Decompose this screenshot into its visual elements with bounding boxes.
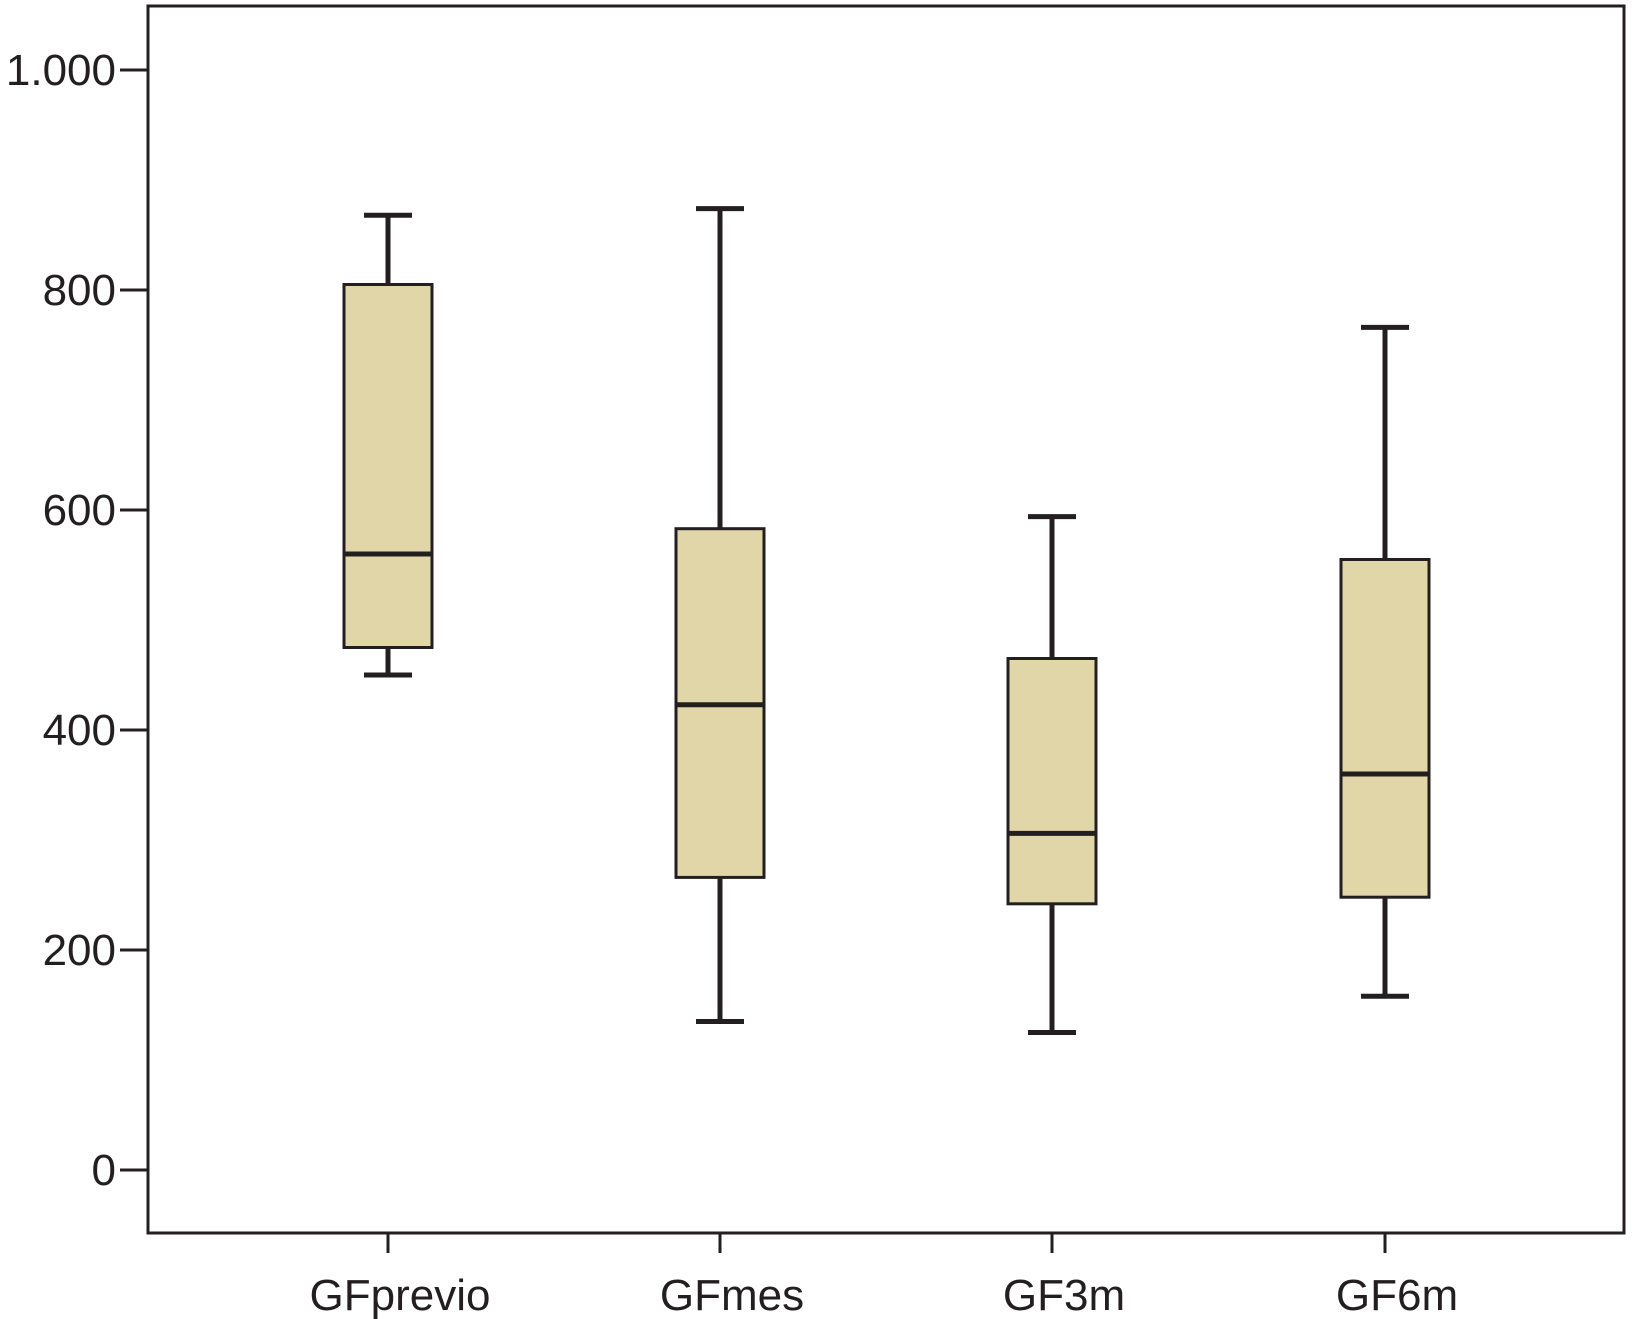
x-category-label: GFprevio [310,1271,491,1319]
iqr-box [1006,657,1098,906]
box-gf6m [1339,324,1431,999]
y-tick-label: 800 [43,266,116,315]
box-gf3m [1006,514,1098,1035]
box-gfprevio [342,212,434,678]
y-tick-label: 400 [43,706,116,755]
y-tick-label: 0 [92,1146,116,1195]
iqr-box [1339,558,1431,899]
x-axis: GFprevio GFmes GF3m GF6m [310,1233,1458,1319]
y-axis: 0 200 400 600 800 1.000 [6,46,148,1195]
x-category-label: GF3m [1003,1271,1125,1319]
y-tick-label: 200 [43,926,116,975]
y-tick-label: 1.000 [6,46,116,95]
y-tick-label: 600 [43,486,116,535]
boxes-group [342,206,1431,1035]
x-category-label: GF6m [1336,1271,1458,1319]
plot-frame [146,4,1626,1235]
iqr-box [342,283,434,649]
x-category-label: GFmes [660,1271,804,1319]
box-gfmes [674,206,766,1024]
